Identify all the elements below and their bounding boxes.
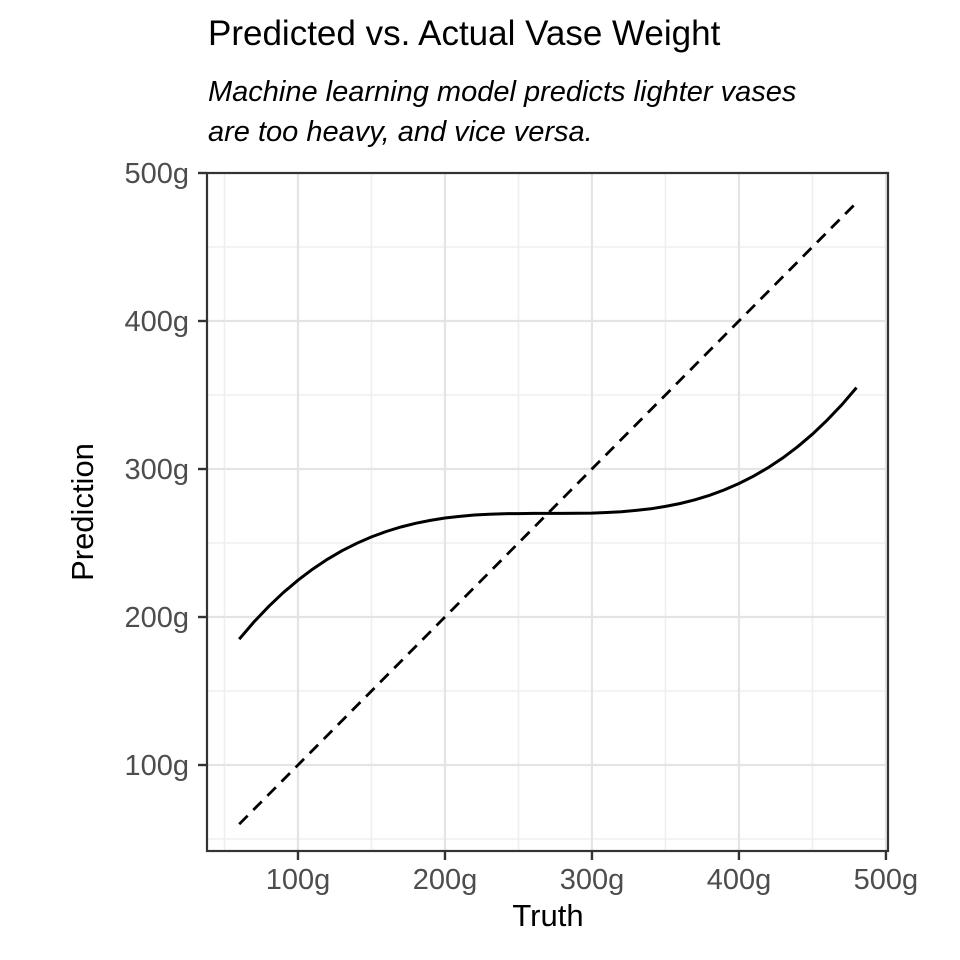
prediction-curve [238,386,858,641]
y-tick-label: 200g [124,602,189,634]
y-tick-label: 500g [124,158,189,190]
y-tick-label: 100g [124,750,189,782]
chart-title: Predicted vs. Actual Vase Weight [208,14,721,53]
x-tick-label: 300g [560,864,625,896]
y-tick-label: 400g [124,306,189,338]
y-tick-label: 300g [124,454,189,486]
x-tick-label: 100g [266,864,331,896]
chart-subtitle: Machine learning model predicts lighter … [208,76,797,148]
x-tick-label: 200g [413,864,478,896]
identity-line [238,201,858,826]
panel-border [205,171,890,853]
x-axis-title: Truth [512,898,584,933]
x-tick-label: 400g [707,864,772,896]
y-axis-title: Prediction [65,443,100,581]
x-tick-label: 500g [854,864,919,896]
